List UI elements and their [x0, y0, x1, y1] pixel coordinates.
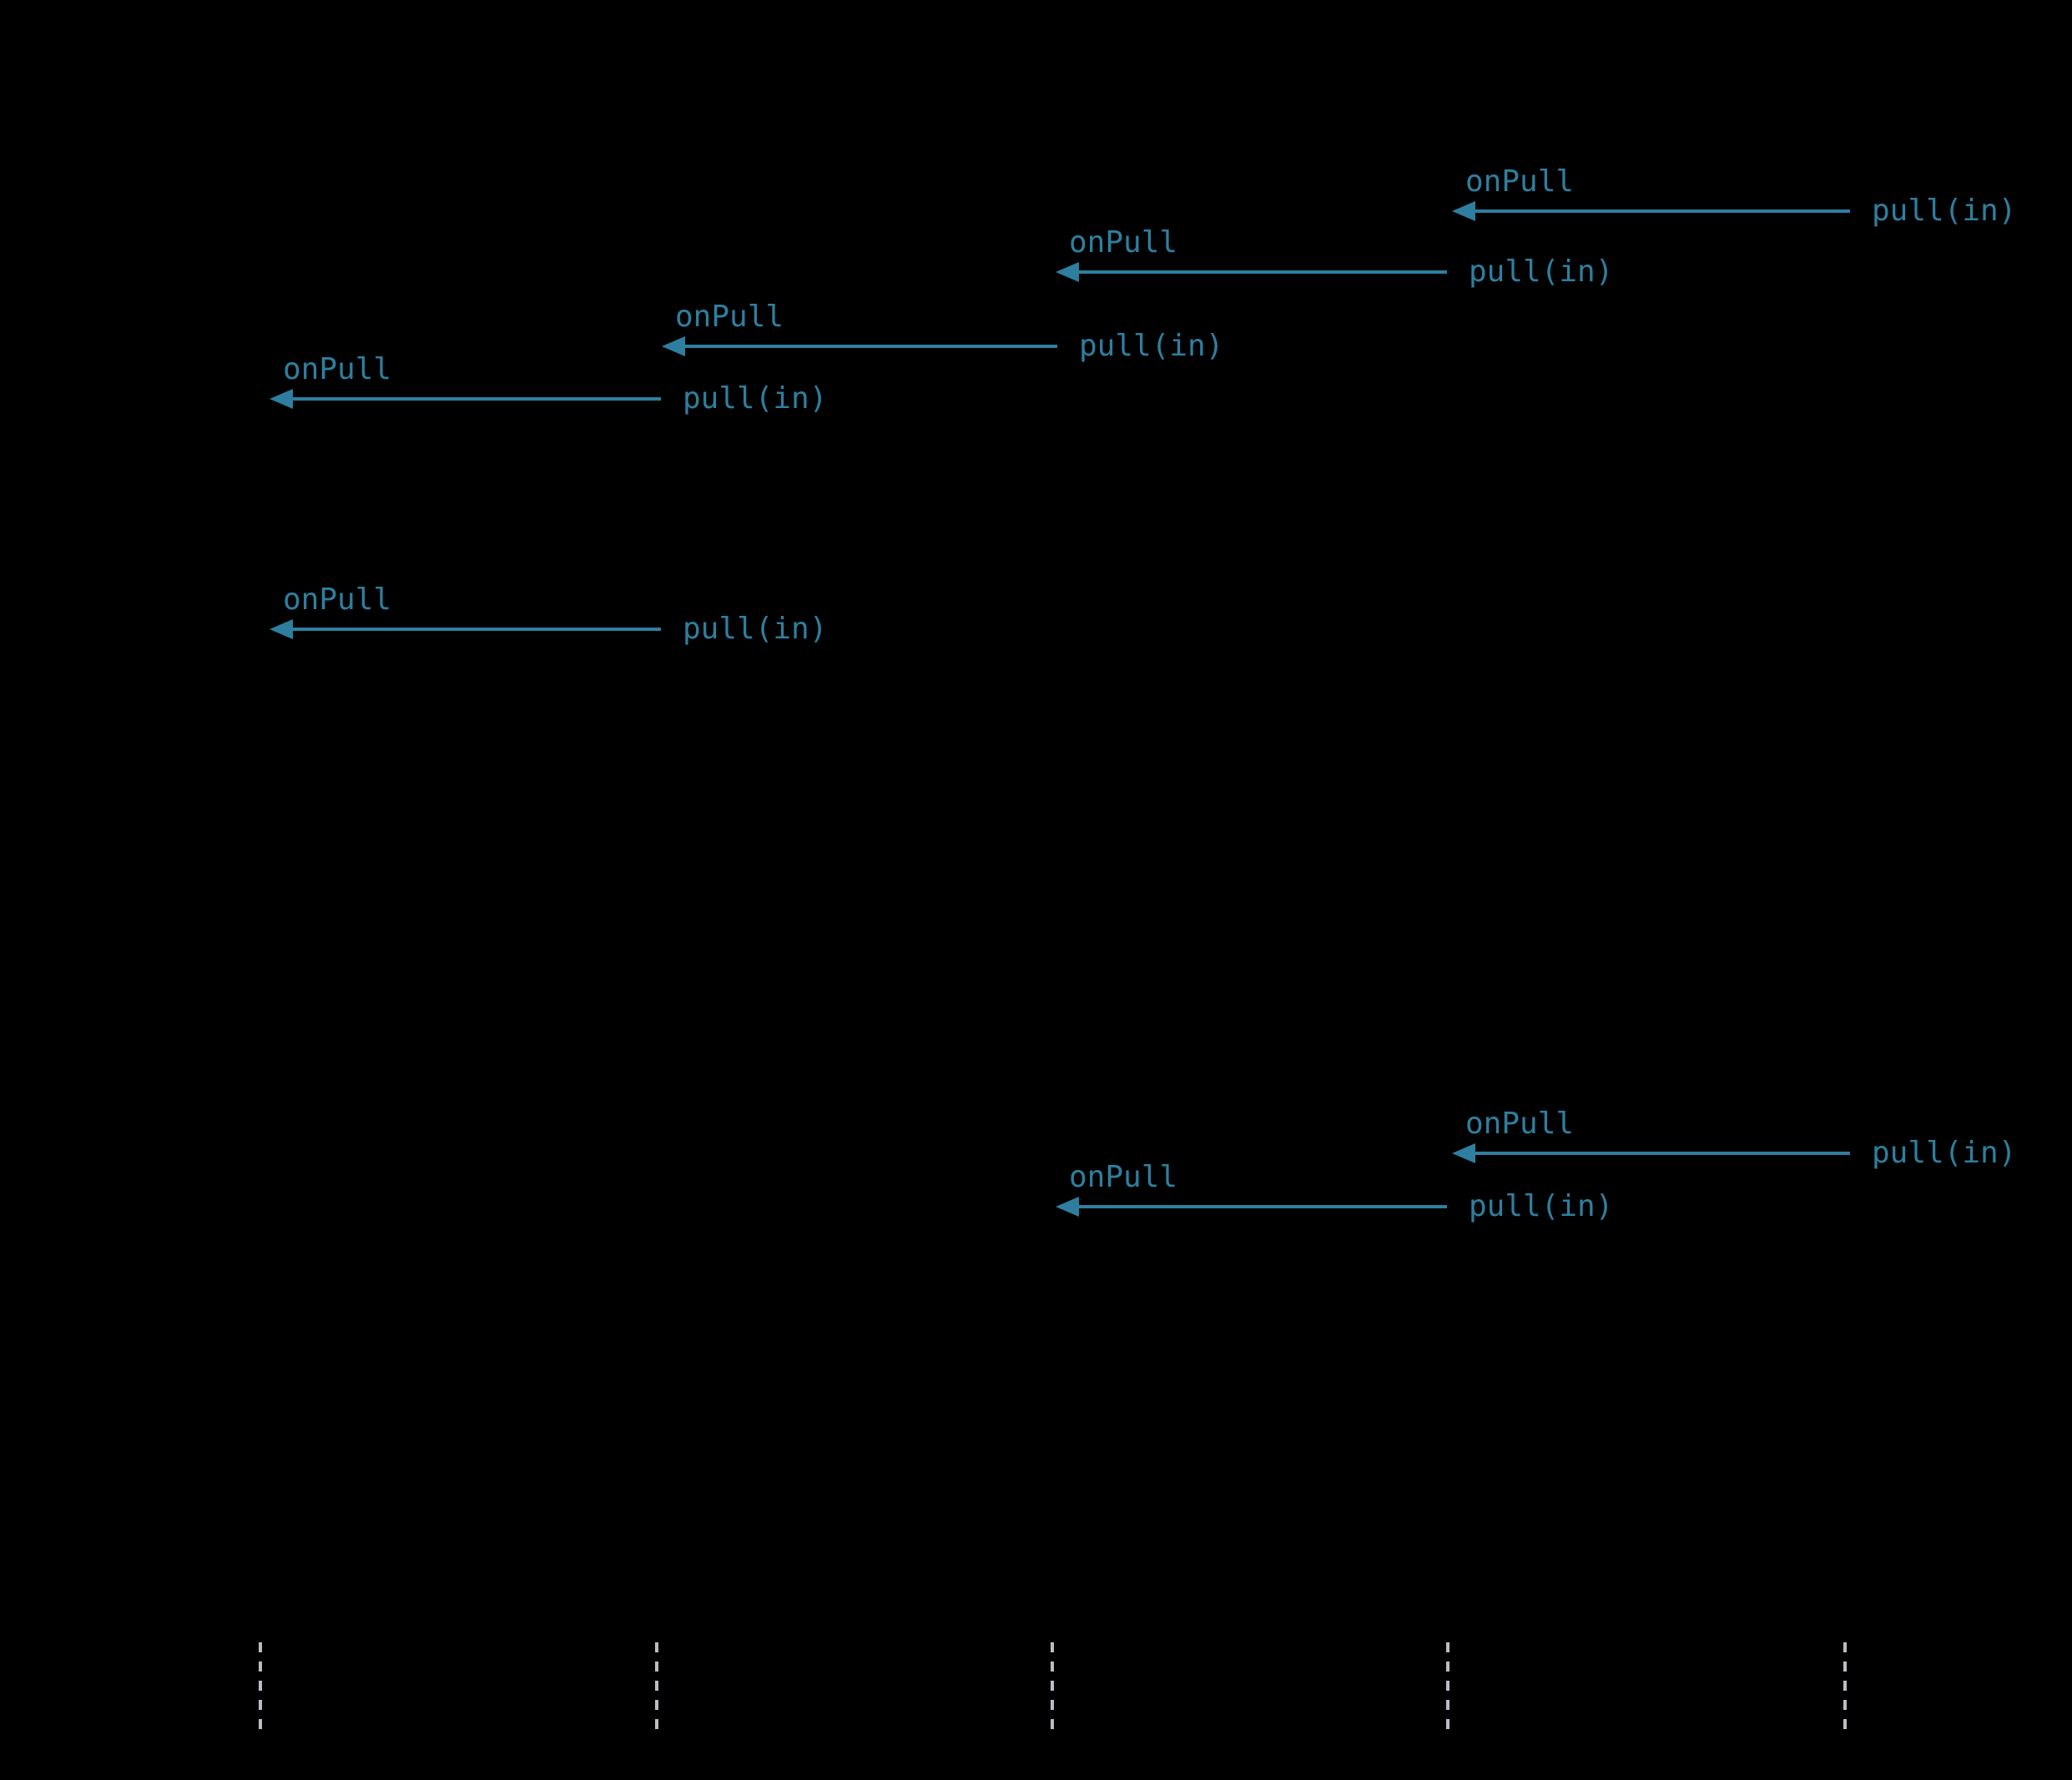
arrow-line	[1459, 1152, 1850, 1155]
lifeline-stub	[655, 1642, 658, 1731]
pullin-label: pull(in)	[683, 612, 828, 646]
pullin-label: pull(in)	[1872, 1136, 2017, 1170]
onpull-label: onPull	[1069, 225, 1178, 260]
pullin-label: pull(in)	[1872, 194, 2017, 228]
lifeline-stub	[259, 1642, 262, 1731]
arrow-line	[1062, 270, 1447, 274]
onpull-label: onPull	[283, 352, 392, 386]
onpull-label: onPull	[1069, 1160, 1178, 1194]
onpull-label: onPull	[675, 300, 784, 334]
arrow-line	[276, 397, 661, 401]
arrow-line	[1062, 1205, 1447, 1208]
pullin-label: pull(in)	[1079, 329, 1224, 363]
lifeline-stub	[1843, 1642, 1847, 1731]
onpull-label: onPull	[1465, 1107, 1575, 1141]
pullin-label: pull(in)	[1469, 255, 1614, 289]
lifeline-stub	[1446, 1642, 1449, 1731]
onpull-label: onPull	[283, 582, 392, 617]
lifeline-stub	[1051, 1642, 1054, 1731]
arrow-line	[276, 628, 661, 631]
onpull-label: onPull	[1465, 164, 1575, 199]
arrow-line	[668, 345, 1057, 348]
pullin-label: pull(in)	[1469, 1189, 1614, 1223]
pullin-label: pull(in)	[683, 381, 828, 416]
arrow-line	[1459, 209, 1850, 213]
